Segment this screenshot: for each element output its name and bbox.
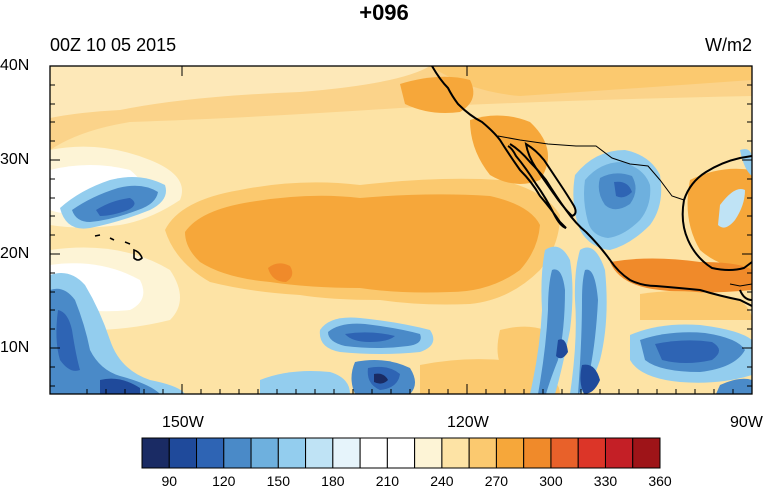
colorbar-label: 240 bbox=[430, 473, 454, 489]
units-label: W/m2 bbox=[705, 35, 752, 55]
colorbar-swatch bbox=[604, 437, 634, 469]
lat-label-10n: 10N bbox=[0, 339, 30, 356]
lat-label-40n: 40N bbox=[0, 57, 30, 74]
colorbar-label: 360 bbox=[648, 473, 672, 489]
colorbar-label: 330 bbox=[594, 473, 618, 489]
colorbar-swatch bbox=[196, 437, 225, 469]
colorbar-label: 120 bbox=[212, 473, 236, 489]
colorbar-swatch bbox=[495, 437, 525, 469]
colorbar-swatch bbox=[305, 437, 334, 469]
colorbar bbox=[141, 437, 661, 469]
colorbar-labels: 90 120 150 180 210 240 270 300 330 360 bbox=[161, 473, 671, 489]
colorbar-swatch bbox=[386, 437, 416, 469]
colorbar-label: 270 bbox=[485, 473, 509, 489]
colorbar-swatch bbox=[523, 437, 552, 469]
colorbar-swatch bbox=[414, 437, 443, 469]
plot-title: +096 bbox=[359, 0, 409, 25]
coastlines bbox=[94, 66, 752, 307]
colorbar-label: 150 bbox=[267, 473, 291, 489]
lat-label-20n: 20N bbox=[0, 245, 30, 262]
lat-label-30n: 30N bbox=[0, 151, 30, 168]
colorbar-swatch bbox=[359, 437, 388, 469]
colorbar-swatch bbox=[577, 437, 606, 469]
lon-label-150w: 150W bbox=[162, 414, 204, 431]
plot-frame bbox=[49, 65, 753, 395]
valid-time-label: 00Z 10 05 2015 bbox=[50, 35, 177, 55]
lon-label-120w: 120W bbox=[447, 414, 489, 431]
colorbar-swatch bbox=[468, 437, 497, 469]
colorbar-swatch bbox=[250, 437, 279, 469]
colorbar-label: 90 bbox=[161, 473, 177, 489]
borders bbox=[497, 135, 752, 287]
colorbar-swatch bbox=[277, 437, 307, 469]
colorbar-swatch bbox=[223, 437, 252, 469]
colorbar-swatch bbox=[441, 437, 470, 469]
colorbar-label: 300 bbox=[539, 473, 563, 489]
colorbar-label: 210 bbox=[376, 473, 400, 489]
axis-ticks bbox=[50, 65, 753, 394]
radiation-field bbox=[50, 66, 752, 394]
colorbar-swatch bbox=[168, 437, 198, 469]
colorbar-swatch bbox=[632, 437, 661, 469]
colorbar-label: 180 bbox=[321, 473, 345, 489]
colorbar-swatch bbox=[550, 437, 579, 469]
lon-label-90w: 90W bbox=[730, 414, 763, 431]
colorbar-swatch bbox=[332, 437, 361, 469]
colorbar-swatch bbox=[141, 437, 170, 469]
